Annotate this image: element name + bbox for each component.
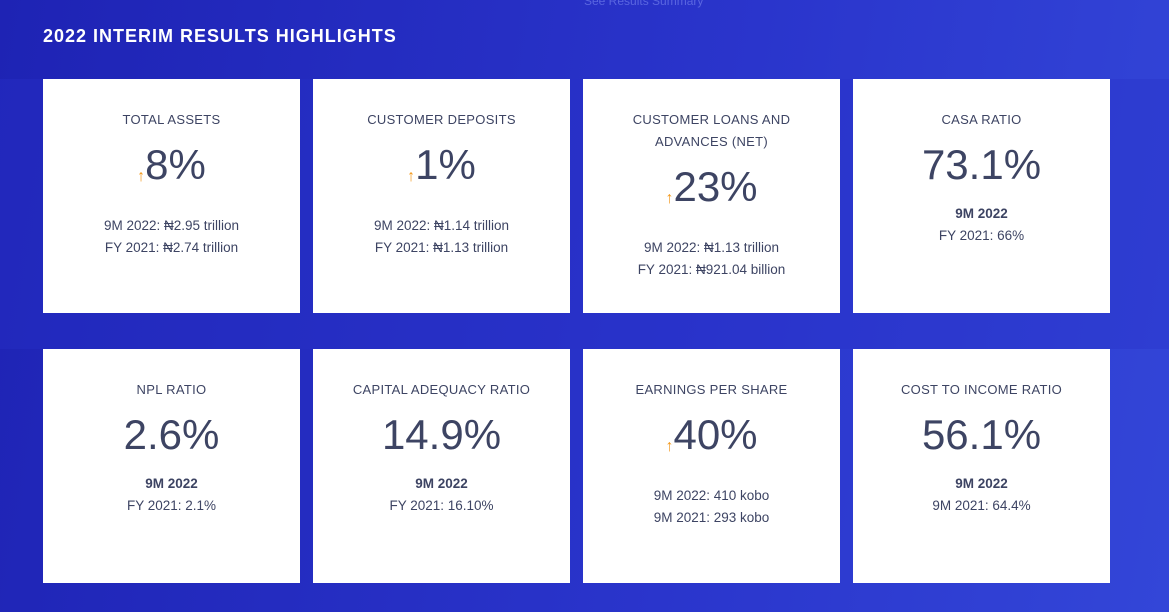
card-value-text: 1%: [415, 141, 476, 188]
card-label: CASA RATIO: [941, 112, 1022, 127]
card-line: 9M 2022: [955, 206, 1008, 221]
card-line: FY 2021: 16.10%: [389, 498, 494, 513]
results-link[interactable]: See Results Summary: [584, 0, 704, 8]
up-arrow: ↑: [137, 168, 146, 185]
card: CASA RATIO 73.1% 9M 2022 FY 2021: 66%: [853, 79, 1110, 313]
card: TOTAL ASSETS ↑8% 9M 2022: ₦2.95 trillion FY…: [43, 79, 300, 313]
card-label: CAPITAL ADEQUACY RATIO: [352, 382, 531, 397]
card-line: 9M 2022: ₦1.14 trillion: [373, 218, 510, 233]
up-arrow: ↑: [665, 190, 674, 207]
card-value-text: 56.1%: [921, 411, 1042, 458]
page-title: 2022 INTERIM RESULTS HIGHLIGHTS: [43, 26, 397, 46]
card-line: 9M 2022: [145, 476, 198, 491]
card-value: ↑23%: [603, 163, 820, 223]
card-value-text: 40%: [673, 411, 758, 458]
card-label: TOTAL ASSETS: [122, 112, 221, 127]
card-label: COST TO INCOME RATIO: [900, 382, 1063, 397]
card-value-text: 14.9%: [381, 411, 502, 458]
card-value: 56.1%: [873, 411, 1090, 459]
card-line: FY 2021: ₦2.74 trillion: [104, 240, 239, 255]
card-value: 73.1%: [873, 141, 1090, 189]
card-line: FY 2021: 66%: [938, 228, 1025, 243]
card-value-text: 2.6%: [123, 411, 220, 458]
card-value-text: 23%: [673, 163, 758, 210]
card-line: 9M 2022: 410 kobo: [653, 488, 770, 503]
card: CAPITAL ADEQUACY RATIO 14.9% 9M 2022 FY 202…: [313, 349, 570, 583]
card-value-text: 8%: [145, 141, 206, 188]
card: EARNINGS PER SHARE ↑40% 9M 2022: 410 kobo 9…: [583, 349, 840, 583]
card-line: FY 2021: ₦1.13 trillion: [374, 240, 509, 255]
card-value: 14.9%: [333, 411, 550, 459]
card-label: NPL RATIO: [136, 382, 207, 397]
card-line: FY 2021: ₦921.04 billion: [637, 262, 786, 277]
card-line: 9M 2021: 64.4%: [932, 498, 1031, 513]
up-arrow: ↑: [665, 438, 674, 455]
card-line: 9M 2022: [955, 476, 1008, 491]
card-label: EARNINGS PER SHARE: [635, 382, 788, 397]
card-line: 9M 2022: ₦2.95 trillion: [103, 218, 240, 233]
card-label: CUSTOMER DEPOSITS: [367, 112, 516, 127]
card-label: CUSTOMER LOANS AND ADVANCES (NET): [632, 112, 791, 149]
card-line: 9M 2022: [415, 476, 468, 491]
card-value: ↑1%: [333, 141, 550, 201]
card: CUSTOMER DEPOSITS ↑1% 9M 2022: ₦1.14 trill…: [313, 79, 570, 313]
card-line: FY 2021: 2.1%: [126, 498, 217, 513]
card-line: 9M 2022: ₦1.13 trillion: [643, 240, 780, 255]
card: NPL RATIO 2.6% 9M 2022 FY 2021: 2.1%: [43, 349, 300, 583]
card-value: ↑40%: [603, 411, 820, 471]
up-arrow: ↑: [407, 168, 416, 185]
card-value: 2.6%: [63, 411, 280, 459]
card: CUSTOMER LOANS AND ADVANCES (NET) ↑23% 9M …: [583, 79, 840, 313]
card: COST TO INCOME RATIO 56.1% 9M 2022 9M 2021:…: [853, 349, 1110, 583]
card-value-text: 73.1%: [921, 141, 1042, 188]
card-line: 9M 2021: 293 kobo: [653, 510, 770, 525]
card-value: ↑8%: [63, 141, 280, 201]
